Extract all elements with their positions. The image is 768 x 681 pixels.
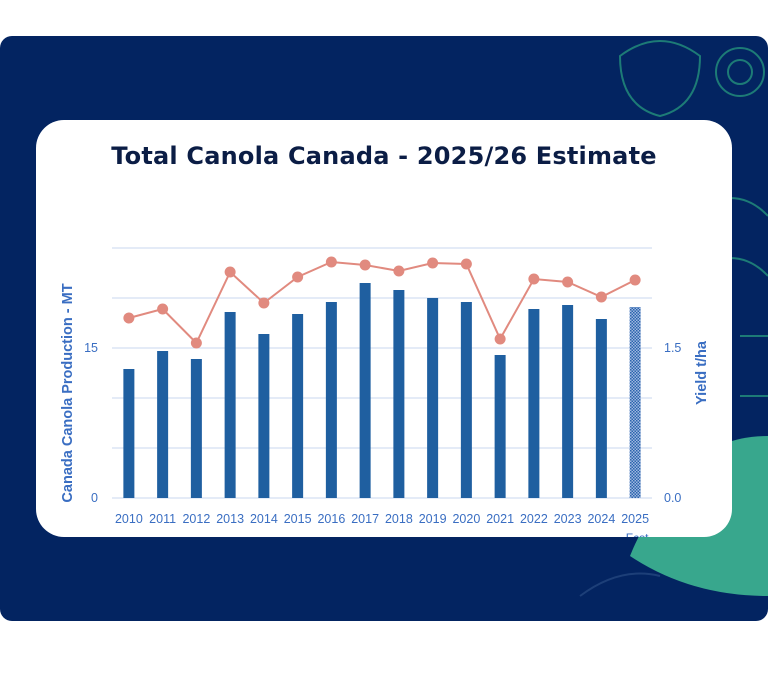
- y-tick-label: 0: [91, 491, 98, 505]
- yield-point: [123, 312, 135, 324]
- yield-point: [562, 276, 574, 288]
- x-tick-label: 2023: [554, 512, 582, 526]
- x-tick-label: 2025: [621, 512, 649, 526]
- y-tick-label: 15: [84, 341, 98, 355]
- bar: [224, 312, 236, 498]
- yield-point: [157, 303, 169, 315]
- x-tick-label: 2018: [385, 512, 413, 526]
- y2-tick-label: 1.5: [664, 341, 681, 355]
- production-bars: [123, 283, 641, 498]
- x-tick-label: 2024: [587, 512, 615, 526]
- yield-line-series: [123, 256, 641, 349]
- x-tick-sublabel: Fcst: [626, 531, 649, 537]
- yield-point: [393, 265, 405, 277]
- x-tick-label: 2020: [452, 512, 480, 526]
- bar: [123, 369, 135, 498]
- bar: [460, 302, 472, 498]
- bar: [595, 319, 607, 498]
- x-tick-label: 2022: [520, 512, 548, 526]
- page-background: Total Canola Canada - 2025/26 Estimate 2…: [0, 36, 768, 621]
- bar: [393, 290, 405, 498]
- yield-point: [595, 291, 607, 303]
- yield-point: [427, 257, 439, 269]
- bar: [157, 351, 169, 498]
- bar: [359, 283, 371, 498]
- x-tick-label: 2021: [486, 512, 514, 526]
- x-tick-label: 2019: [419, 512, 447, 526]
- yield-point: [292, 271, 304, 283]
- yield-point: [359, 259, 371, 271]
- chart-svg: 2010 2011 2012 2013 2014 2015 2016 2017 2018 2019…: [60, 247, 710, 537]
- y2-tick-label: 0.0: [664, 491, 681, 505]
- bar: [528, 309, 540, 498]
- bar: [562, 305, 574, 498]
- x-tick-label: 2011: [149, 512, 176, 526]
- chart-title: Total Canola Canada - 2025/26 Estimate: [111, 142, 657, 170]
- bar: [427, 298, 439, 498]
- bar: [190, 359, 202, 498]
- x-tick-label: 2015: [284, 512, 312, 526]
- yield-point: [528, 273, 540, 285]
- bar: [325, 302, 337, 498]
- x-tick-label: 2010: [115, 512, 143, 526]
- chart-card: Total Canola Canada - 2025/26 Estimate 2…: [36, 120, 732, 537]
- x-tick-label: 2016: [317, 512, 345, 526]
- x-tick-label: 2014: [250, 512, 278, 526]
- bar: [494, 355, 506, 498]
- yield-point: [629, 274, 641, 286]
- yield-point: [258, 297, 270, 309]
- yield-line: [128, 260, 636, 345]
- bar: [258, 334, 270, 498]
- yield-point: [190, 337, 202, 349]
- gridlines: [112, 247, 652, 499]
- bar: [292, 314, 304, 498]
- forecast-bar: [629, 307, 641, 498]
- yield-point: [325, 256, 337, 268]
- x-tick-label: 2013: [216, 512, 244, 526]
- x-tick-label: 2017: [351, 512, 379, 526]
- y-axis-title: Canada Canola Production - MT: [60, 283, 76, 502]
- yield-point: [494, 333, 506, 345]
- yield-point: [224, 266, 236, 278]
- axis-labels: 2010 2011 2012 2013 2014 2015 2016 2017 2018 2019…: [60, 283, 710, 537]
- x-tick-label: 2012: [182, 512, 210, 526]
- y2-axis-title: Yield t/ha: [694, 340, 710, 405]
- yield-point: [460, 258, 472, 270]
